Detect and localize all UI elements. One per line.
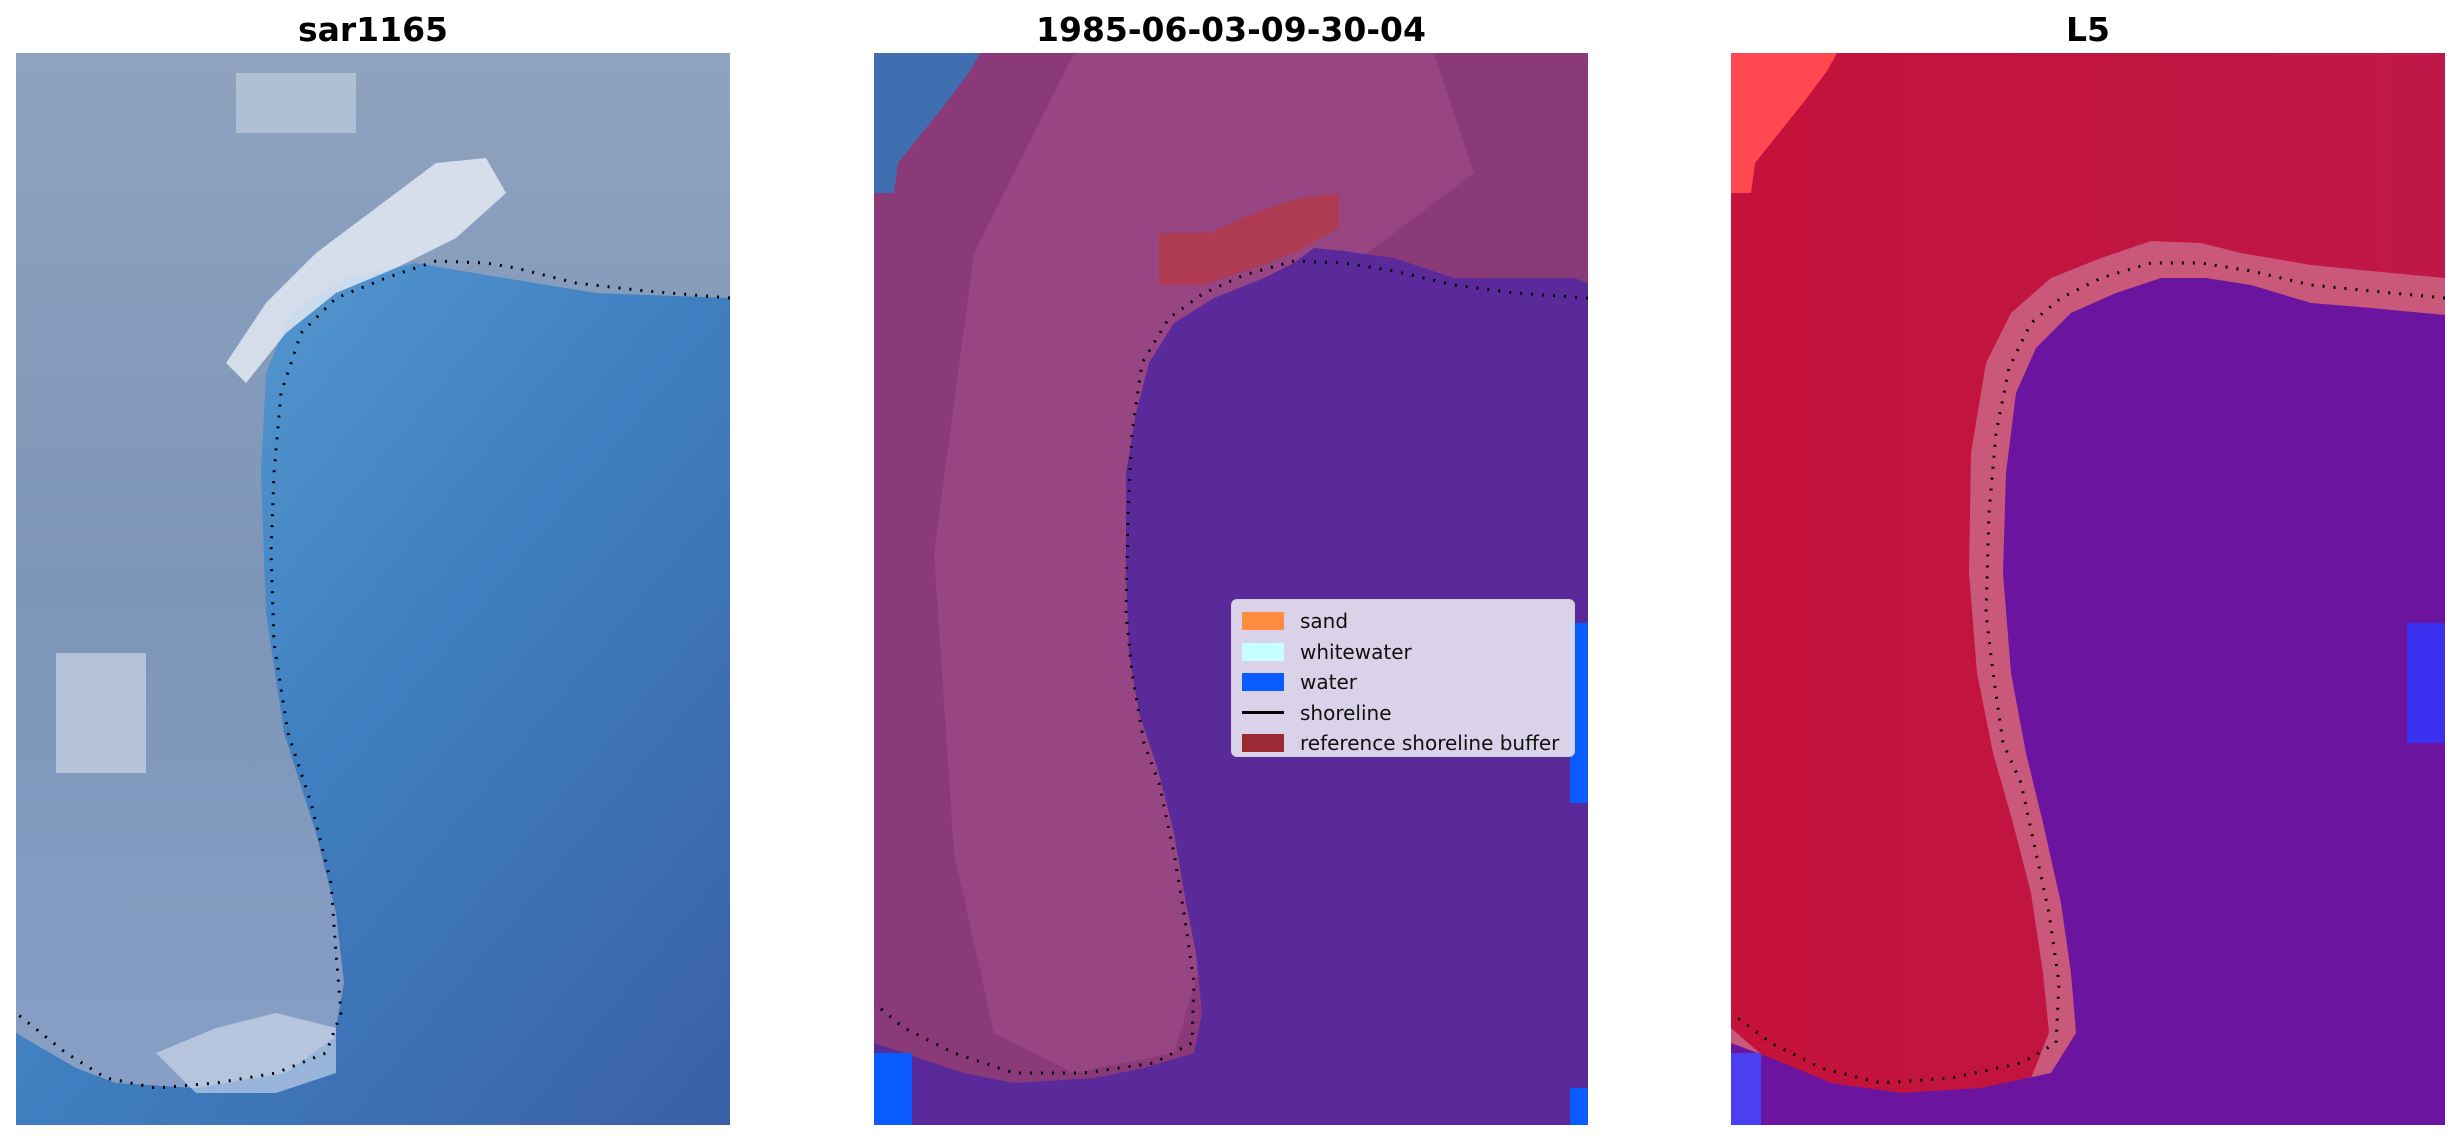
water-edge-patch	[874, 1053, 912, 1125]
surf-foam	[226, 158, 506, 383]
legend-item-shoreline: shoreline	[1242, 698, 1564, 729]
water-edge-patch	[1731, 1053, 1761, 1125]
legend-item-reference-buffer: reference shoreline buffer	[1242, 728, 1564, 759]
surf-foam	[156, 1013, 336, 1093]
legend-item-sand: sand	[1242, 606, 1564, 637]
buffer-swatch	[1242, 734, 1284, 753]
legend-item-water: water	[1242, 667, 1564, 698]
legend: sand whitewater water shoreline referenc…	[1231, 599, 1575, 757]
panel-title-classification: 1985-06-03-09-30-04	[1036, 10, 1426, 49]
legend-label: reference shoreline buffer	[1300, 731, 1560, 756]
water-edge-patch	[874, 53, 980, 193]
legend-label: whitewater	[1300, 639, 1412, 664]
water-index	[1731, 278, 2445, 1125]
panel-title-rgb: sar1165	[297, 10, 449, 49]
water-edge-patch	[1570, 1088, 1588, 1125]
water-swatch	[1242, 673, 1284, 692]
legend-label: water	[1300, 670, 1357, 695]
bright-patch	[56, 653, 146, 773]
sand-swatch	[1242, 612, 1284, 631]
classification-panel	[874, 53, 1588, 1125]
legend-item-whitewater: whitewater	[1242, 637, 1564, 668]
shoreline-line-swatch	[1242, 711, 1284, 715]
water-area	[16, 263, 730, 1125]
panel-title-index: L5	[2066, 10, 2110, 49]
bright-patch	[236, 73, 356, 133]
reference-shoreline-buffer	[1159, 193, 1339, 285]
rgb-image-panel	[16, 53, 730, 1125]
water-edge-patch	[2407, 623, 2445, 743]
land-shading	[934, 53, 1474, 1073]
shoreline	[1731, 261, 2445, 1085]
legend-label: shoreline	[1300, 700, 1392, 725]
index-panel	[1731, 53, 2445, 1125]
whitewater-swatch	[1242, 642, 1284, 661]
bright-corner	[1731, 53, 1837, 193]
legend-label: sand	[1300, 609, 1349, 634]
